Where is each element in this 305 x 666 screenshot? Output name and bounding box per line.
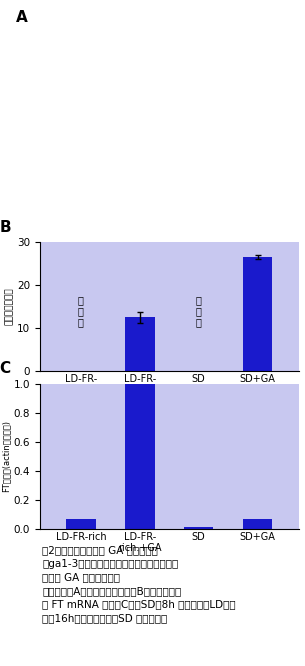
Text: +GA₄: +GA₄ xyxy=(135,41,162,51)
Bar xyxy=(243,257,272,371)
Text: C: C xyxy=(0,362,11,376)
Text: 不
開
花: 不 開 花 xyxy=(196,295,202,327)
Text: 図2．シロイヌナズナ GA 欠損変異体
（ga1-3）の花成誦導における長日処理と葉
身への GA 投与の影響．
花成反応（A）、開花所要日数（B）、葉におけ
: 図2．シロイヌナズナ GA 欠損変異体 （ga1-3）の花成誦導における長日処理… xyxy=(42,545,236,623)
Text: LD-FR-rich: LD-FR-rich xyxy=(87,212,138,222)
Text: A: A xyxy=(16,10,28,25)
Text: 不
開
花: 不 開 花 xyxy=(78,295,84,327)
Text: +GA₄: +GA₄ xyxy=(229,113,255,123)
Bar xyxy=(125,384,155,529)
Text: B: B xyxy=(0,220,11,236)
Bar xyxy=(125,318,155,371)
Text: GA欠損変異体（ga1-3）: GA欠損変異体（ga1-3） xyxy=(125,15,214,25)
Y-axis label: 開花までの日数: 開花までの日数 xyxy=(5,288,14,326)
Bar xyxy=(243,519,272,529)
Bar xyxy=(66,519,96,529)
Bar xyxy=(184,527,214,529)
Y-axis label: FT発現量(actin比相対量): FT発現量(actin比相対量) xyxy=(2,420,11,492)
Text: SD: SD xyxy=(227,212,241,222)
